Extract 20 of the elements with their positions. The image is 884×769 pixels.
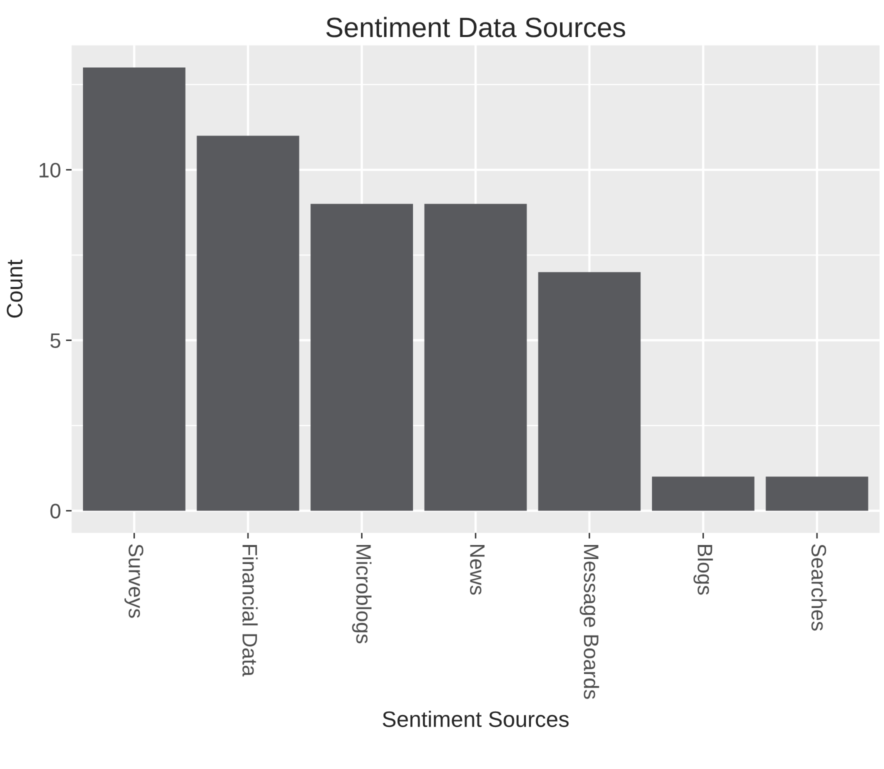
- bar: [652, 476, 754, 511]
- x-tick-label: Blogs: [693, 545, 713, 595]
- x-tick-label: Message Boards: [580, 545, 600, 699]
- y-tick-label: 10: [40, 162, 60, 178]
- x-axis-title: Sentiment Sources: [382, 710, 569, 728]
- x-tick-label: Financial Data: [242, 545, 258, 676]
- bar: [424, 204, 527, 511]
- x-tick-label: Microblogs: [352, 545, 372, 644]
- y-tick-label: 5: [50, 334, 60, 348]
- chart-title: Sentiment Data Sources: [326, 16, 626, 38]
- x-tick-label: Searches: [811, 544, 827, 631]
- y-axis-title: Count: [6, 260, 23, 318]
- bar: [538, 272, 641, 511]
- bar: [310, 204, 413, 511]
- bar: [766, 476, 868, 511]
- y-tick-label: 0: [50, 504, 60, 519]
- bar: [196, 136, 300, 511]
- x-tick-label: News: [470, 545, 485, 595]
- x-tick-label: Surveys: [124, 544, 144, 618]
- bar: [82, 68, 186, 511]
